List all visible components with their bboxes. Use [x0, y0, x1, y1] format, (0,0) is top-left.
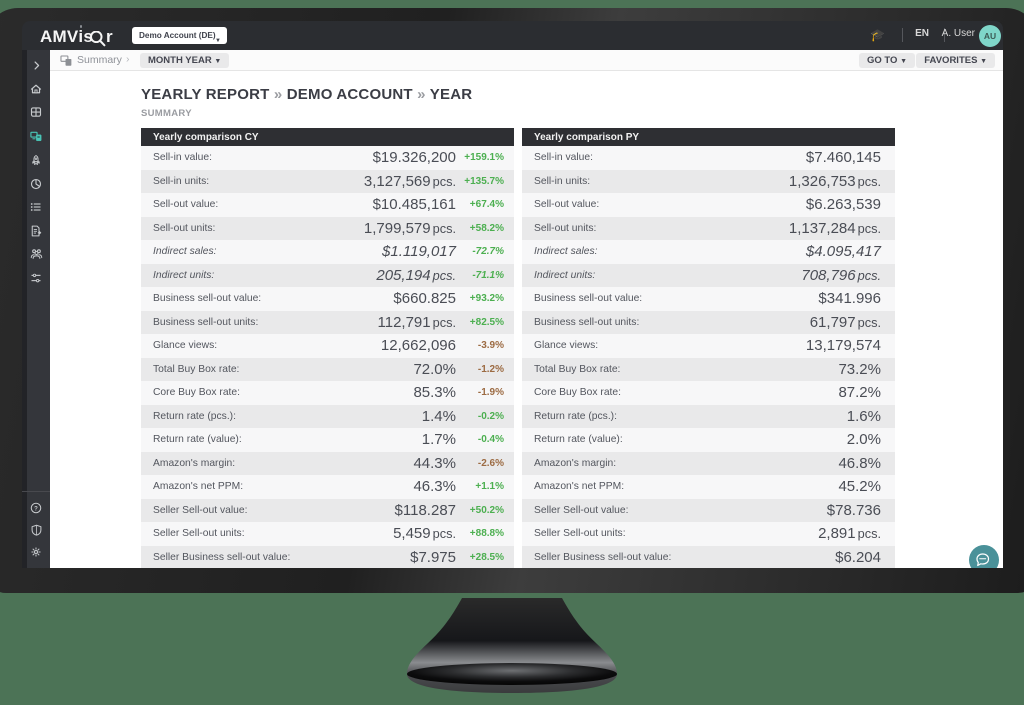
svg-text:?: ? — [34, 506, 38, 512]
